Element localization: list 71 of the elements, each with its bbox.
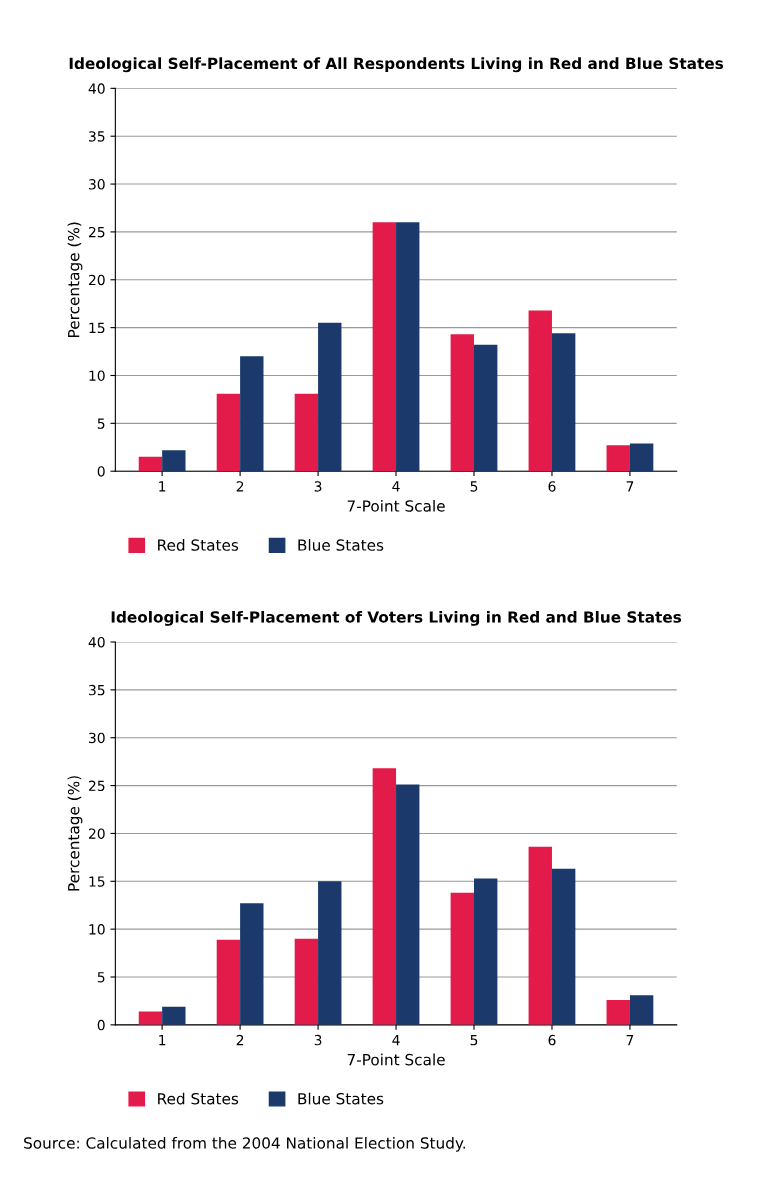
y-tick-label: 0: [97, 466, 105, 477]
y-tick-label: 35: [89, 684, 105, 696]
bar: [629, 995, 654, 1025]
y-tick-label: 0: [97, 1019, 105, 1031]
y-tick-label: 35: [89, 131, 105, 142]
bar: [606, 999, 630, 1025]
y-tick-label: 30: [89, 732, 105, 744]
x-tick-label: 7: [626, 481, 634, 492]
x-tick-label: 6: [548, 481, 556, 492]
y-tick-label: 15: [89, 876, 105, 887]
chart-title: Ideological Self-Placement of Voters Living in Red and Blue States: [111, 610, 682, 626]
bar: [216, 393, 241, 472]
bar: [372, 768, 397, 1025]
y-tick-label: 15: [89, 322, 105, 334]
bar: [551, 868, 576, 1025]
y-tick-label: 20: [88, 828, 105, 839]
bar: [162, 450, 186, 472]
bar: [396, 784, 420, 1025]
y-tick-label: 10: [89, 370, 105, 381]
bar: [528, 846, 552, 1025]
x-tick-label: 1: [159, 1035, 166, 1046]
y-tick-label: 20: [88, 274, 105, 286]
bar: [318, 322, 342, 472]
bar: [216, 939, 241, 1025]
bar: [450, 892, 474, 1025]
x-tick-label: 5: [470, 481, 478, 492]
y-axis-title: Percentage (%): [67, 222, 83, 337]
y-tick-label: 5: [97, 418, 105, 429]
bar: [240, 903, 264, 1025]
legend-label: Blue States: [298, 1092, 384, 1105]
bar: [528, 310, 552, 472]
x-tick-label: 2: [236, 1034, 244, 1046]
bar: [318, 881, 342, 1025]
x-tick-label: 3: [314, 1034, 322, 1046]
bar: [551, 333, 576, 472]
bar: [162, 1006, 186, 1025]
x-tick-label: 4: [392, 481, 400, 492]
x-axis-title: 7-Point Scale: [347, 499, 445, 512]
y-tick-label: 30: [89, 179, 105, 190]
bar: [606, 445, 630, 472]
bar: [240, 356, 264, 472]
y-tick-label: 10: [89, 924, 105, 935]
legend-label: Red States: [158, 539, 239, 551]
bar: [629, 443, 654, 472]
x-axis-title: 7-Point Scale: [347, 1053, 445, 1066]
chart-title: Ideological Self-Placement of All Respondents Living in Red and Blue States: [69, 57, 724, 73]
bar: [474, 344, 498, 472]
y-tick-label: 25: [88, 226, 105, 238]
x-tick-label: 4: [392, 1035, 400, 1046]
x-tick-label: 3: [314, 481, 322, 492]
bar: [294, 393, 319, 472]
y-tick-label: 25: [88, 780, 105, 792]
x-tick-label: 5: [470, 1035, 478, 1046]
bar: [138, 1011, 163, 1025]
y-tick-label: 40: [88, 83, 105, 94]
legend-label: Red States: [158, 1092, 239, 1105]
x-tick-label: 7: [626, 1035, 634, 1046]
bar: [450, 334, 474, 472]
y-tick-label: 5: [97, 972, 105, 983]
bar: [294, 938, 319, 1025]
x-tick-label: 1: [159, 481, 166, 492]
y-axis-title: Percentage (%): [67, 776, 83, 891]
y-tick-label: 40: [88, 636, 105, 648]
x-tick-label: 2: [236, 481, 244, 492]
bar: [138, 456, 163, 472]
bar: [396, 222, 420, 472]
legend-label: Blue States: [298, 539, 384, 551]
bar: [474, 878, 498, 1025]
source-note: Source: Calculated from the 2004 National Election Study.: [24, 1136, 465, 1152]
bar: [372, 222, 397, 472]
x-tick-label: 6: [548, 1034, 556, 1046]
